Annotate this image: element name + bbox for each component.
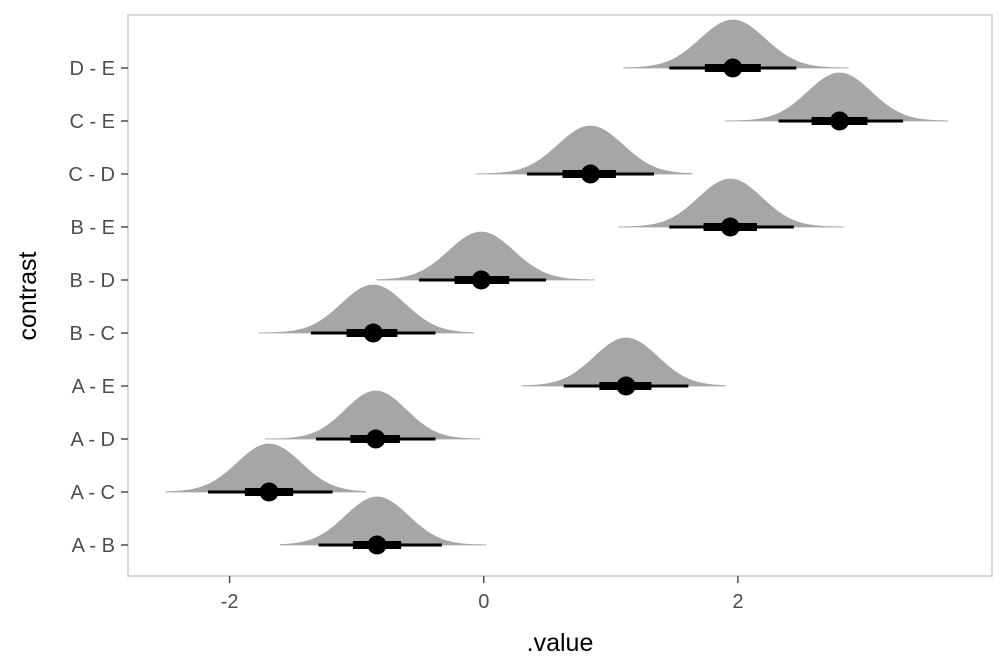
density-C - E [724,72,948,122]
point-A - C [259,482,279,502]
density-A - D [264,390,481,440]
density-A - E [521,337,726,387]
y-tick-label-B - E: B - E [71,217,115,239]
density-D - E [623,19,849,69]
density-A - C [165,443,366,493]
density-A - B [280,496,487,546]
x-tick-label-2: 2 [732,591,743,613]
y-tick-label-C - D: C - D [68,164,115,186]
y-tick-label-A - B: A - B [72,535,115,557]
y-tick-label-C - E: C - E [69,111,115,133]
point-A - B [367,535,387,555]
x-axis: -2 0 2 [221,576,743,613]
point-C - D [580,164,600,184]
x-tick-label--2: -2 [221,591,239,613]
point-B - E [720,217,740,237]
y-tick-label-B - C: B - C [69,323,115,345]
density-C - D [475,125,693,175]
y-axis: A - B A - C A - D A - E B - C B - D B - E C - D… [68,58,128,557]
point-D - E [723,58,743,78]
x-axis-title: .value [527,629,594,657]
y-tick-label-A - E: A - E [72,376,115,398]
y-tick-label-D - E: D - E [69,58,115,80]
y-tick-label-B - D: B - D [69,270,115,292]
point-A - E [616,376,636,396]
point-B - C [363,323,383,343]
point-A - D [366,429,386,449]
point-C - E [830,111,850,131]
density-B - D [376,231,595,281]
y-tick-label-A - D: A - D [71,429,115,451]
point-B - D [471,270,491,290]
y-axis-title: contrast [14,251,42,340]
marks-layer [165,19,948,555]
y-tick-label-A - C: A - C [71,482,115,504]
density-B - C [258,284,474,334]
density-B - E [618,178,844,228]
x-tick-label-0: 0 [478,591,489,613]
